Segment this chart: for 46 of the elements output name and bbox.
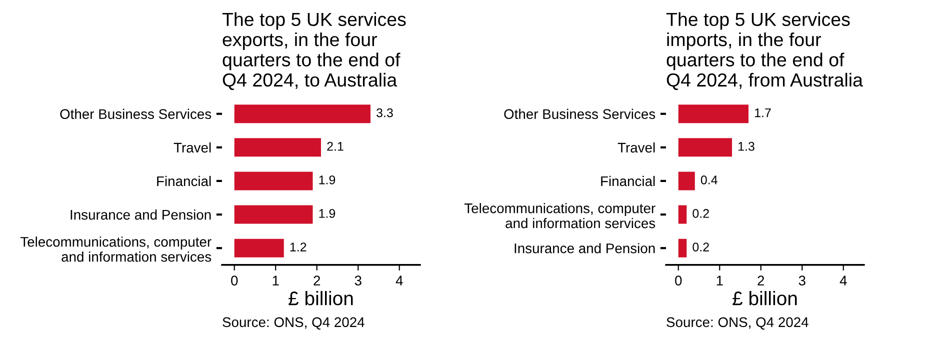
data-label: 0.4 — [700, 175, 718, 184]
data-label: 2.1 — [327, 142, 344, 151]
bar — [234, 172, 313, 190]
y-tick-label: Other Business Services — [60, 108, 212, 120]
chart-title: The top 5 UK services exports, in the four quarters to the end of Q4 2024, to Australia — [222, 12, 406, 90]
y-tick-label: Telecommunications, computer and information services — [464, 203, 656, 228]
bar — [678, 138, 732, 157]
y-tick-label: Insurance and Pension — [70, 210, 211, 220]
chart-title: The top 5 UK services imports, in the four quarters to the end of Q4 2024, from Australia — [666, 12, 863, 90]
bar — [678, 104, 748, 124]
y-tick-label: Telecommunications, computer and information services — [20, 236, 212, 262]
x-tick-label: 1 — [272, 276, 279, 286]
x-tick-label: 0 — [231, 276, 238, 286]
x-tick-label: 3 — [354, 276, 362, 286]
x-tick-label: 4 — [840, 276, 847, 286]
y-tick-label: Financial — [157, 176, 211, 186]
bar — [678, 238, 687, 258]
data-label: 3.3 — [376, 108, 393, 118]
data-label: 1.7 — [755, 108, 771, 118]
source-note: Source: ONS, Q4 2024 — [222, 317, 364, 330]
y-tick-label: Financial — [601, 176, 655, 186]
bar — [678, 172, 695, 190]
y-tick-label: Insurance and Pension — [514, 243, 655, 254]
bar — [678, 205, 687, 224]
y-tick-label: Travel — [618, 142, 655, 153]
data-label: 0.2 — [692, 242, 709, 252]
data-label: 0.2 — [692, 209, 709, 218]
x-tick-label: 3 — [798, 276, 806, 286]
data-label: 1.9 — [319, 175, 336, 184]
x-tick-label: 2 — [314, 276, 320, 286]
bar — [234, 104, 370, 124]
data-label: 1.9 — [319, 209, 336, 218]
bar — [234, 205, 313, 224]
x-tick-label: 4 — [396, 276, 403, 286]
bar — [234, 238, 284, 258]
y-tick-label: Other Business Services — [504, 108, 656, 120]
x-tick-label: 2 — [758, 276, 764, 286]
data-label: 1.2 — [290, 242, 306, 252]
bar — [234, 138, 321, 157]
x-axis-title: £ billion — [732, 291, 797, 306]
y-tick-label: Travel — [174, 142, 211, 153]
source-note: Source: ONS, Q4 2024 — [666, 317, 808, 330]
data-label: 1.3 — [738, 142, 754, 151]
x-tick-label: 1 — [716, 276, 723, 286]
x-tick-label: 0 — [675, 276, 682, 286]
x-axis-title: £ billion — [288, 291, 353, 306]
